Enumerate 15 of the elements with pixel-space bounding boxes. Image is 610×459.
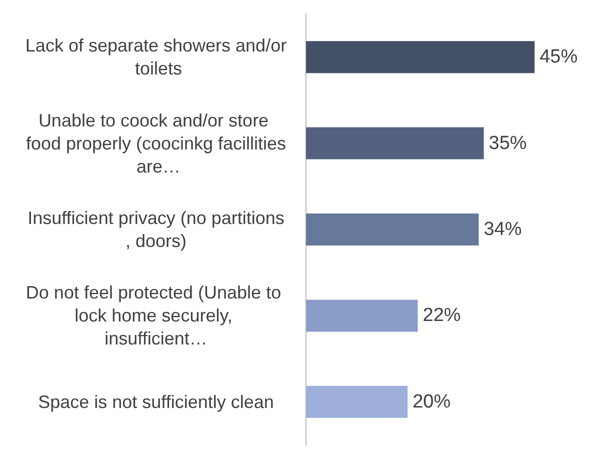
y-tick-label: Insufficient privacy (no partitions, doors): [28, 208, 284, 251]
y-tick-label: Do not feel protected (Unable to lock home securely, insufficient…: [26, 282, 286, 349]
bar: [306, 214, 479, 246]
y-tick-label: Unable to coock and/or store food properly (coocinkg facillities are…: [26, 110, 286, 176]
y-tick-label: Space is not sufficiently clean: [38, 392, 274, 412]
data-label: 45%: [540, 46, 578, 68]
bar: [306, 41, 535, 74]
data-label: 22%: [422, 305, 461, 326]
data-label: 20%: [412, 391, 451, 412]
data-label: 34%: [484, 219, 522, 240]
y-tick-label: Lack of separate showers and/or toilets: [25, 36, 287, 79]
bar: [306, 300, 418, 332]
bar: [306, 386, 408, 418]
bar: [306, 127, 484, 160]
data-label: 35%: [488, 132, 527, 154]
